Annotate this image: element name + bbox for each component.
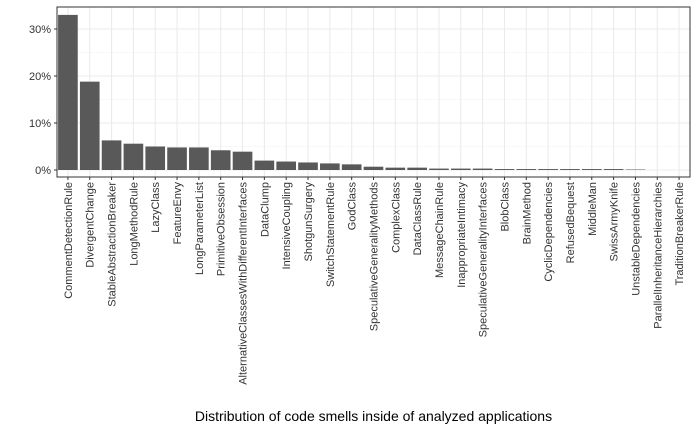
x-tick-label: AlternativeClassesWithDifferentInterface… (238, 182, 250, 385)
bar-InappropriateIntimacy (450, 168, 471, 170)
x-tick-label: GodClass (347, 182, 359, 231)
x-tick-label: LazyClass (150, 182, 162, 233)
bar-MiddleMan (581, 169, 602, 170)
bar-SwitchStatementRule (320, 163, 340, 170)
bar-DataClump (254, 160, 275, 170)
x-tick-label: ComplexClass (390, 182, 402, 253)
bar-BlobClass (494, 169, 515, 170)
x-tick-label: BlobClass (499, 182, 511, 232)
x-tick-label: LongMethodRule (128, 182, 140, 266)
bar-RefusedBequest (560, 169, 580, 170)
x-tick-label: SwitchStatementRule (325, 182, 337, 287)
y-tick-label: 0% (35, 165, 51, 177)
bar-FeatureEnvy (167, 147, 187, 170)
bar-CyclicDependencies (538, 169, 558, 170)
bar-SwissArmyKnife (603, 169, 624, 170)
bar-GodClass (341, 164, 362, 170)
bar-ComplexClass (385, 167, 406, 170)
bar-ShotgunSurgery (298, 162, 318, 170)
x-tick-label: ParallelInheritanceHierarchies (652, 182, 664, 329)
bar-CommentDetectionRule (58, 14, 78, 171)
y-tick-label: 10% (29, 118, 51, 130)
x-tick-label: RefusedBequest (565, 182, 577, 263)
x-tick-label: MiddleMan (587, 182, 599, 236)
x-tick-label: BrainMethod (521, 182, 533, 244)
x-tick-label: StableAbstractionBreaker (107, 182, 119, 307)
x-tick-label: CyclicDependencies (543, 182, 555, 282)
y-tick-label: 30% (29, 24, 51, 36)
x-tick-label: MessageChainRule (434, 182, 446, 278)
x-tick-label: InappropriateIntimacy (456, 182, 468, 288)
x-tick-label: UnstableDependencies (630, 182, 642, 296)
bars (58, 14, 646, 171)
x-axis-title: Distribution of code smells inside of an… (195, 408, 552, 424)
y-axis: 0% 10% 20% 30% (29, 24, 57, 177)
bar-BrainMethod (516, 169, 537, 170)
x-tick-label: DataClassRule (412, 182, 424, 255)
x-tick-label: PrimitiveObsession (216, 182, 228, 276)
x-tick-label: TraditionBreakerRule (674, 182, 686, 286)
x-tick-label: SpeculativeGeneralityMethods (369, 182, 381, 332)
bar-LazyClass (145, 146, 166, 170)
bar-LongParameterList (189, 147, 209, 170)
x-tick-label: SpeculativeGeneralityInterfaces (478, 182, 490, 338)
x-tick-label: ShotgunSurgery (303, 182, 315, 262)
bar-DataClassRule (407, 167, 427, 170)
bar-PrimitiveObsession (210, 150, 231, 170)
bar-IntensiveCoupling (276, 161, 297, 170)
x-tick-label: SwissArmyKnife (609, 182, 621, 261)
x-tick-label: CommentDetectionRule (63, 182, 75, 299)
bar-SpeculativeGeneralityMethods (363, 166, 384, 170)
x-tick-label: LongParameterList (194, 182, 206, 275)
x-tick-label: IntensiveCoupling (281, 182, 293, 269)
x-axis: CommentDetectionRule DivergentChange Stabl… (63, 177, 686, 385)
bar-StableAbstractionBreaker (101, 140, 122, 170)
bar-SpeculativeGeneralityInterfaces (472, 168, 493, 170)
bar-AlternativeClassesWithDifferentInterfaces (232, 151, 253, 170)
x-tick-label: DataClump (259, 182, 271, 237)
bar-DivergentChange (79, 81, 100, 170)
x-tick-label: FeatureEnvy (172, 182, 184, 245)
bar-LongMethodRule (123, 143, 144, 170)
x-tick-label: DivergentChange (85, 182, 97, 268)
bar-MessageChainRule (429, 168, 449, 170)
y-tick-label: 20% (29, 71, 51, 83)
